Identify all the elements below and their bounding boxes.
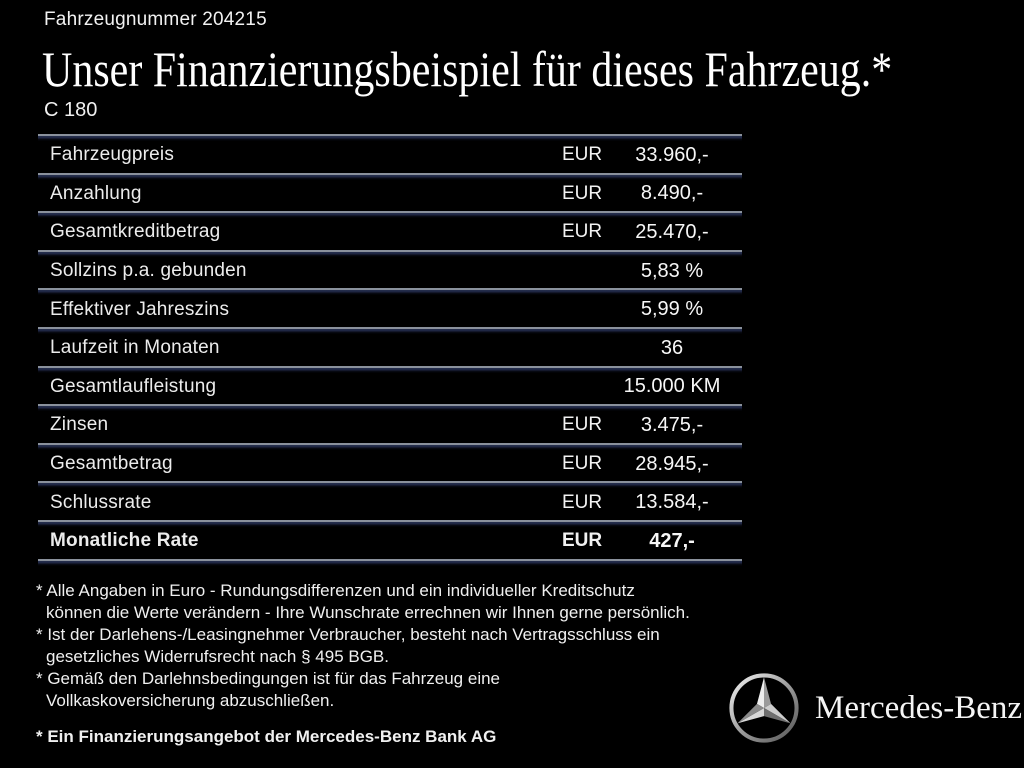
- row-label: Gesamtbetrag: [50, 453, 173, 475]
- footnote-line: gesetzliches Widerrufsrecht nach § 495 B…: [46, 647, 389, 666]
- row-currency: EUR: [562, 453, 603, 475]
- page-title-text: Unser Finanzierungsbeispiel für dieses F…: [42, 41, 893, 97]
- row-label: Anzahlung: [50, 182, 142, 204]
- row-currency: EUR: [562, 144, 603, 166]
- table-row-sollzins: Sollzins p.a. gebunden 5,83 %: [38, 249, 742, 289]
- financing-table: Fahrzeugpreis EUR 33.960,- Anzahlung EUR…: [38, 134, 742, 566]
- table-row-schlussrate: Schlussrate EUR 13.584,-: [38, 481, 742, 520]
- row-value: 25.470,-: [635, 220, 709, 243]
- row-value: 13.584,-: [635, 491, 709, 514]
- row-label: Laufzeit in Monaten: [50, 337, 220, 359]
- footnote-line: * Gemäß den Darlehnsbedingungen ist für …: [36, 669, 501, 688]
- row-label: Zinsen: [50, 414, 109, 436]
- row-value: 5,99 %: [640, 298, 704, 321]
- row-value: 3.475,-: [640, 413, 704, 436]
- row-currency: EUR: [562, 491, 603, 513]
- footnote-line: Vollkaskoversicherung abzuschließen.: [46, 691, 335, 710]
- row-currency: EUR: [562, 182, 603, 204]
- row-label: Effektiver Jahreszins: [50, 298, 230, 320]
- row-label: Gesamtlaufleistung: [50, 375, 217, 397]
- row-value: 36: [660, 336, 684, 359]
- row-label: Monatliche Rate: [50, 530, 199, 552]
- table-bottom-rule: [38, 558, 742, 566]
- table-row-laufzeit: Laufzeit in Monaten 36: [38, 326, 742, 366]
- row-value: 8.490,-: [640, 182, 704, 205]
- table-row-gesamtkreditbetrag: Gesamtkreditbetrag EUR 25.470,-: [38, 211, 742, 250]
- row-value: 427,-: [649, 529, 695, 552]
- row-value: 5,83 %: [640, 259, 704, 282]
- table-row-effektiver-jahreszins: Effektiver Jahreszins 5,99 %: [38, 288, 742, 327]
- row-label: Schlussrate: [50, 491, 152, 513]
- row-currency: EUR: [562, 530, 603, 552]
- row-label: Sollzins p.a. gebunden: [50, 260, 247, 282]
- table-row-gesamtbetrag: Gesamtbetrag EUR 28.945,-: [38, 442, 742, 482]
- page-title: Unser Finanzierungsbeispiel für dieses F…: [42, 40, 1024, 98]
- footnote-line: * Alle Angaben in Euro - Rundungsdiffere…: [36, 581, 635, 600]
- row-currency: EUR: [562, 414, 603, 436]
- mercedes-star-icon: [729, 673, 799, 743]
- table-row-monatliche-rate: Monatliche Rate EUR 427,-: [38, 519, 742, 559]
- row-label: Gesamtkreditbetrag: [50, 221, 221, 243]
- table-row-fahrzeugpreis: Fahrzeugpreis EUR 33.960,-: [38, 134, 742, 173]
- row-value: 28.945,-: [635, 452, 709, 475]
- footnote-line: * Ist der Darlehens-/Leasingnehmer Verbr…: [36, 625, 660, 644]
- financing-note: * Ein Finanzierungsangebot der Mercedes-…: [36, 727, 497, 746]
- brand-wordmark: Mercedes-Benz: [815, 689, 1023, 726]
- row-value: 33.960,-: [635, 143, 709, 166]
- table-row-anzahlung: Anzahlung EUR 8.490,-: [38, 172, 742, 212]
- table-row-zinsen: Zinsen EUR 3.475,-: [38, 404, 742, 443]
- vehicle-model: C 180: [44, 99, 98, 121]
- vehicle-number: Fahrzeugnummer 204215: [44, 9, 267, 30]
- table-row-gesamtlaufleistung: Gesamtlaufleistung 15.000 KM: [38, 365, 742, 405]
- footnote-line: können die Werte verändern - Ihre Wunsch…: [46, 603, 690, 622]
- row-value: 15.000 KM: [623, 375, 721, 398]
- row-currency: EUR: [562, 221, 603, 243]
- brand-logo-area: Mercedes-Benz: [727, 671, 1022, 745]
- row-label: Fahrzeugpreis: [50, 144, 175, 166]
- footnotes: * Alle Angaben in Euro - Rundungsdiffere…: [36, 580, 756, 748]
